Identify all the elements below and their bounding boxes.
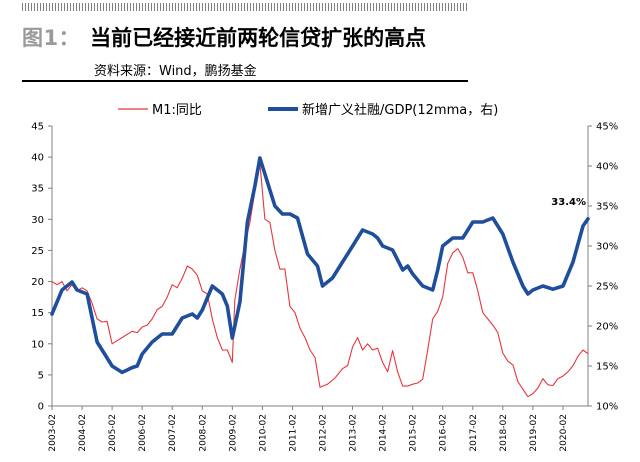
y-left-tick-label: 25	[31, 246, 44, 257]
series-line-m1	[51, 162, 589, 398]
x-tick-label: 2014-02	[379, 414, 389, 452]
header-rule	[22, 80, 468, 82]
y-left-tick-label: 5	[38, 370, 44, 381]
x-tick-label: 2006-02	[138, 414, 148, 452]
x-tick-label: 2012-02	[319, 414, 329, 452]
chart-legend: M1:同比 新增广义社融/GDP(12mma，右)	[118, 102, 498, 118]
y-right-tick-label: 40%	[596, 162, 618, 173]
y-right-tick-label: 45%	[596, 122, 618, 133]
x-tick-label: 2010-02	[258, 414, 268, 452]
series-line-tsf-gdp	[50, 156, 590, 375]
y-left-tick-label: 15	[31, 308, 44, 319]
source-note: 资料来源：Wind，鹏扬基金	[94, 64, 257, 79]
y-left-tick-label: 0	[38, 402, 44, 413]
x-tick-label: 2020-02	[559, 414, 569, 452]
chart-plot-area	[50, 156, 590, 398]
y-left-tick-label: 45	[31, 122, 44, 133]
x-tick-label: 2017-02	[469, 414, 479, 452]
x-tick-label: 2013-02	[349, 414, 359, 452]
figure-title-row: 图1： 当前已经接近前两轮信贷扩张的高点	[22, 22, 426, 52]
end-value-annotation: 33.4%	[551, 197, 586, 208]
x-tick-label: 2019-02	[529, 414, 539, 452]
x-tick-label: 2004-02	[78, 414, 88, 452]
y-right-tick-label: 25%	[596, 282, 618, 293]
figure-number: 图1：	[22, 26, 81, 50]
y-left-tick-label: 40	[31, 153, 44, 164]
y-left-tick-label: 10	[31, 339, 44, 350]
y-right-tick-label: 35%	[596, 202, 618, 213]
y-left-tick-label: 20	[31, 277, 44, 288]
header-hatch-bar	[22, 3, 468, 11]
chart-axes: 0 5 10 15 20 25 30 35 40 45 10% 15% 20% 25% 30% 35% 40% 4…	[31, 122, 618, 452]
x-tick-label: 2016-02	[439, 414, 449, 452]
x-tick-label: 2011-02	[288, 414, 298, 452]
y-left-tick-label: 35	[31, 184, 44, 195]
x-tick-label: 2003-02	[48, 414, 58, 452]
y-right-tick-label: 20%	[596, 322, 618, 333]
x-tick-label: 2018-02	[499, 414, 509, 452]
x-tick-label: 2007-02	[168, 414, 178, 452]
y-right-tick-label: 10%	[596, 402, 618, 413]
x-tick-label: 2015-02	[409, 414, 419, 452]
legend-label-tsf: 新增广义社融/GDP(12mma，右)	[302, 102, 498, 118]
x-tick-label: 2005-02	[108, 414, 118, 452]
y-right-tick-label: 15%	[596, 362, 618, 373]
x-tick-label: 2009-02	[228, 414, 238, 452]
y-left-tick-label: 30	[31, 215, 44, 226]
legend-label-m1: M1:同比	[152, 103, 202, 118]
figure-title: 当前已经接近前两轮信贷扩张的高点	[90, 26, 427, 50]
y-right-tick-label: 30%	[596, 242, 618, 253]
x-tick-label: 2008-02	[198, 414, 208, 452]
